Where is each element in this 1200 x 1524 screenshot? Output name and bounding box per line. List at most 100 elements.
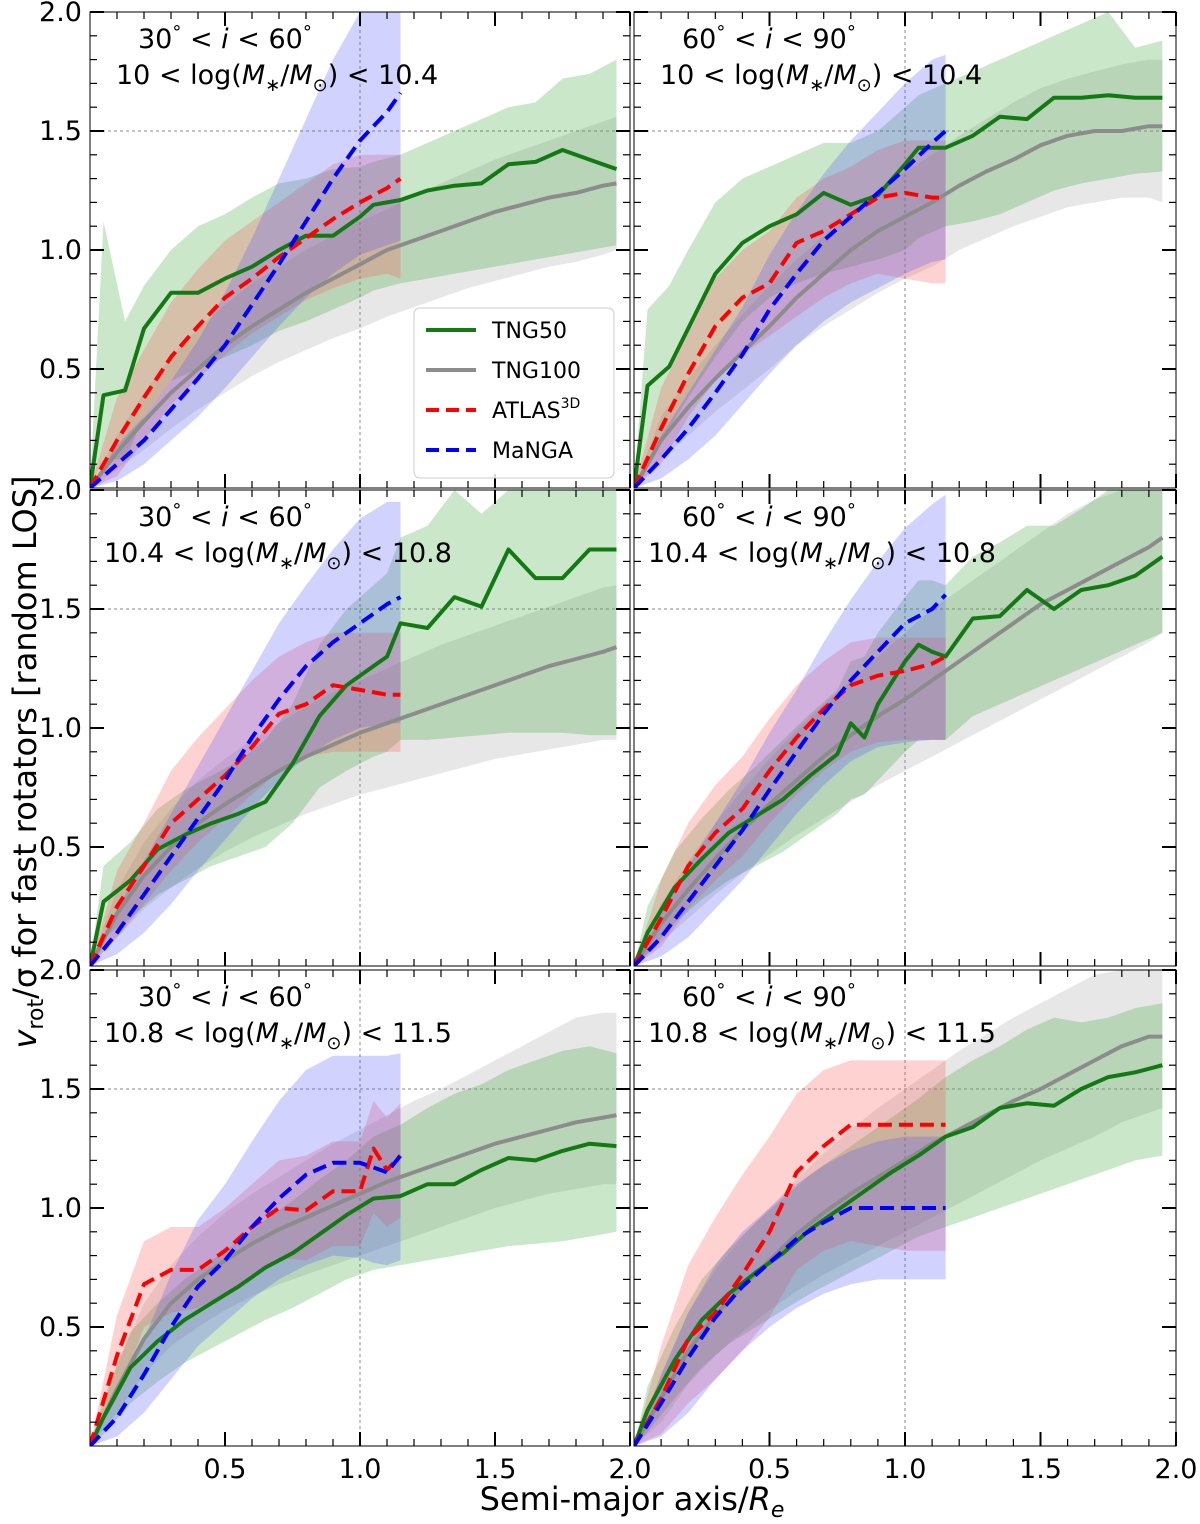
plot-area xyxy=(634,490,1176,966)
incl-hi: < 90 xyxy=(773,24,847,55)
mass-slash: / xyxy=(294,1018,304,1049)
mass-hi: ) < 10.8 xyxy=(342,538,452,569)
mass-hi: ) < 11.5 xyxy=(342,1018,452,1049)
deg-sym: ° xyxy=(172,22,181,43)
y-tick-label: 1.5 xyxy=(39,1074,82,1105)
panel-inclination-label: 30° < i < 60° xyxy=(138,980,312,1013)
y-tick-label: 1.0 xyxy=(39,1193,82,1224)
legend-tng50-label: TNG50 xyxy=(491,319,567,344)
x-tick-label: 0.5 xyxy=(748,1454,791,1485)
incl-hi: < 60 xyxy=(229,502,303,533)
atlas-band xyxy=(634,1060,946,1446)
manga-line xyxy=(90,91,403,488)
manga-band xyxy=(634,1136,946,1446)
panel-r2c2: 60° < i < 90°10.4 < log(M∗/M⊙) < 10.8 xyxy=(633,489,1177,967)
legend-tng100-label: TNG100 xyxy=(491,359,581,384)
incl-hi: < 60 xyxy=(229,24,303,55)
deg-sym: ° xyxy=(303,980,312,1001)
y-tick-label: 2.0 xyxy=(39,475,82,506)
incl-hi: < 90 xyxy=(773,982,847,1013)
mass-lo: 10.8 < log( xyxy=(104,1018,256,1049)
mass-slash: / xyxy=(838,1018,848,1049)
legend: TNG50 TNG100 ATLAS3D MaNGA xyxy=(413,307,615,479)
incl-var: i xyxy=(221,24,229,55)
tng100-band xyxy=(634,59,1163,488)
x-tick-label: 1.5 xyxy=(474,1454,517,1485)
mass-sun: ⊙ xyxy=(326,553,341,574)
tng50-line xyxy=(90,148,618,488)
tng100-band xyxy=(90,116,617,488)
tng100-line xyxy=(634,535,1164,966)
atlas-line xyxy=(90,176,402,488)
mass-star: ∗ xyxy=(809,75,824,96)
plot-area xyxy=(90,970,630,1446)
y-axis-title: vrot/σ for fast rotators [random LOS] xyxy=(6,475,49,1048)
atlas-band xyxy=(90,632,401,966)
lt-sym: < xyxy=(181,502,221,533)
tng50-band xyxy=(90,490,617,966)
atlas-line xyxy=(90,683,401,966)
deg-sym: ° xyxy=(847,500,856,521)
panel-mass-label: 10 < log(M∗/M⊙) < 10.4 xyxy=(660,60,982,96)
panel-r3c2: 0.5 1.0 1.5 2.060° < i < 90°10.8 < log(M∗/M… xyxy=(633,969,1197,1485)
incl-var: i xyxy=(765,982,773,1013)
y-tick-label: 1.0 xyxy=(39,713,82,744)
legend-box xyxy=(413,307,615,479)
deg-sym: ° xyxy=(716,22,725,43)
panel-r3c1: 0.51.01.52.00.5 1.0 1.5 2.030° < i < 60°10.… xyxy=(39,955,651,1485)
lt-sym: < xyxy=(181,982,221,1013)
panel-mass-label: 10.8 < log(M∗/M⊙) < 11.5 xyxy=(648,1018,996,1054)
panels-layer: 0.51.01.52.030° < i < 60°10 < log(M∗/M⊙)… xyxy=(39,0,1197,1485)
tng100-band xyxy=(90,585,617,966)
mass-star: ∗ xyxy=(279,1033,294,1054)
y-tick-label: 2.0 xyxy=(39,955,82,986)
incl-lo: 60 xyxy=(682,24,716,55)
y-tick-label: 0.5 xyxy=(39,354,82,385)
panel-mass-label: 10.4 < log(M∗/M⊙) < 10.8 xyxy=(104,538,452,574)
plot-area xyxy=(634,12,1176,488)
mass-star: ∗ xyxy=(265,75,280,96)
mass-hi: ) < 10.8 xyxy=(886,538,996,569)
deg-sym: ° xyxy=(847,22,856,43)
atlas-line xyxy=(90,1146,402,1446)
x-axis-title-main: Semi-major axis/ xyxy=(480,1480,749,1518)
tng100-line xyxy=(634,1034,1163,1446)
lt-sym: < xyxy=(725,502,765,533)
x-tick-label: 2.0 xyxy=(609,1454,652,1485)
tng100-line xyxy=(90,1113,617,1446)
mass-lo: 10 < log( xyxy=(660,60,786,91)
incl-var: i xyxy=(765,24,773,55)
atlas-line xyxy=(634,1122,946,1446)
mass-sun: ⊙ xyxy=(326,1033,341,1054)
panel-r2c1: 0.51.01.52.030° < i < 60°10.4 < log(M∗/M… xyxy=(39,475,631,967)
x-axis-title: Semi-major axis/Re xyxy=(480,1480,785,1523)
tng50-band xyxy=(634,12,1163,488)
mass-star: ∗ xyxy=(823,1033,838,1054)
tng50-line xyxy=(634,1063,1163,1446)
incl-hi: < 60 xyxy=(229,982,303,1013)
tng100-line xyxy=(90,181,617,488)
lt-sym: < xyxy=(725,982,765,1013)
y-tick-label: 0.5 xyxy=(39,832,82,863)
x-tick-label: 0.5 xyxy=(204,1454,247,1485)
deg-sym: ° xyxy=(847,980,856,1001)
deg-sym: ° xyxy=(716,980,725,1001)
panel-mass-label: 10 < log(M∗/M⊙) < 10.4 xyxy=(116,60,438,96)
atlas-line xyxy=(634,654,947,966)
panel-inclination-label: 30° < i < 60° xyxy=(138,22,312,55)
y-axis-title-sub: rot xyxy=(24,999,49,1030)
atlas-band xyxy=(634,637,946,966)
manga-line xyxy=(90,595,402,966)
panel-inclination-label: 60° < i < 90° xyxy=(682,500,856,533)
mass-var: M xyxy=(242,60,265,91)
mass-lo: 10.4 < log( xyxy=(104,538,256,569)
legend-manga-label: MaNGA xyxy=(492,439,573,464)
lt-sym: < xyxy=(181,24,221,55)
mass-sun: ⊙ xyxy=(313,75,328,96)
x-tick-label: 1.0 xyxy=(339,1454,382,1485)
mass-sun-var: M xyxy=(303,538,326,569)
mass-slash: / xyxy=(824,60,834,91)
deg-sym: ° xyxy=(303,500,312,521)
y-tick-label: 2.0 xyxy=(39,0,82,28)
mass-sun-var: M xyxy=(833,60,856,91)
